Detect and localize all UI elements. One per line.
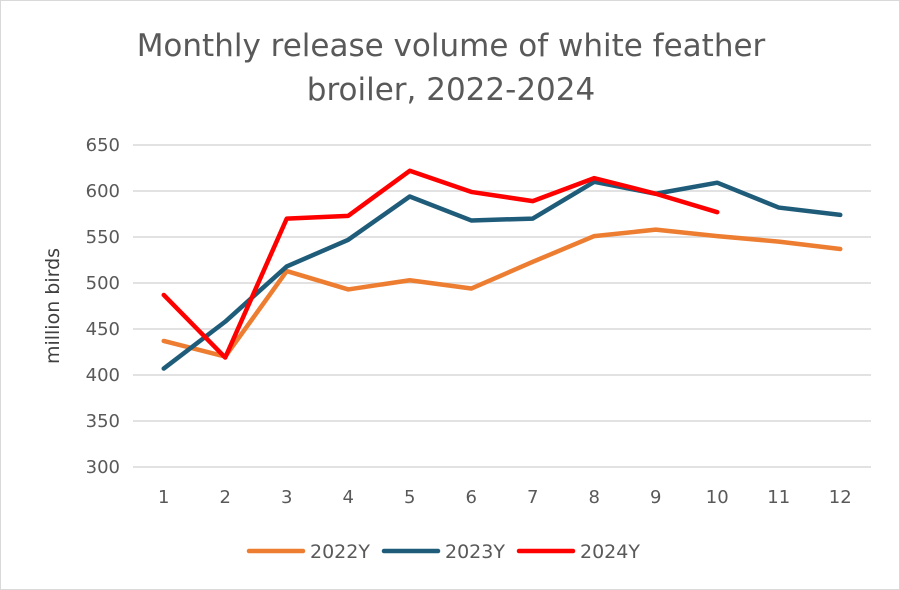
x-tick-label: 11 xyxy=(767,487,790,508)
x-tick-label: 6 xyxy=(466,487,477,508)
y-tick-label: 550 xyxy=(86,227,120,248)
series-line-2024Y xyxy=(161,168,720,360)
y-tick-label: 350 xyxy=(86,411,120,432)
chart-title-line-1: Monthly release volume of white feather xyxy=(137,28,766,64)
x-tick-label: 7 xyxy=(527,487,538,508)
y-axis-label: million birds xyxy=(42,248,64,364)
chart-title-line-2: broiler, 2022-2024 xyxy=(307,72,595,108)
x-tick-label: 9 xyxy=(650,487,661,508)
legend-label: 2024Y xyxy=(580,541,640,563)
x-tick-label: 5 xyxy=(404,487,415,508)
x-tick-label: 4 xyxy=(343,487,354,508)
y-tick-label: 500 xyxy=(86,273,120,294)
y-tick-label: 400 xyxy=(86,365,120,386)
x-tick-label: 8 xyxy=(589,487,600,508)
y-tick-label: 650 xyxy=(86,135,120,156)
x-tick-label: 12 xyxy=(829,487,852,508)
x-tick-label: 1 xyxy=(158,487,169,508)
x-tick-label: 10 xyxy=(706,487,729,508)
legend-label: 2022Y xyxy=(310,541,370,563)
legend-item-2023Y[interactable]: 2023Y xyxy=(381,541,505,563)
series-line-2023Y xyxy=(161,179,843,371)
legend-label: 2023Y xyxy=(445,541,505,563)
y-tick-label: 450 xyxy=(86,319,120,340)
y-tick-label: 600 xyxy=(86,181,120,202)
y-tick-label: 300 xyxy=(86,457,120,478)
x-tick-label: 2 xyxy=(220,487,231,508)
series-line-2022Y xyxy=(161,227,843,359)
legend-item-2024Y[interactable]: 2024Y xyxy=(516,541,640,563)
legend-item-2022Y[interactable]: 2022Y xyxy=(246,541,370,563)
x-tick-label: 3 xyxy=(281,487,292,508)
